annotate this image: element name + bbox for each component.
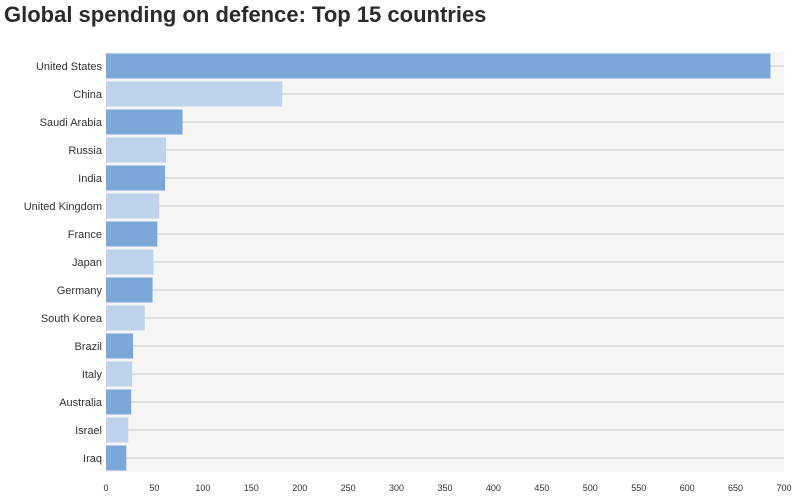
category-label: United States — [36, 61, 103, 73]
x-tick-label: 400 — [486, 483, 501, 493]
bars — [106, 53, 771, 471]
x-tick-label: 0 — [103, 483, 108, 493]
x-tick-label: 450 — [534, 483, 549, 493]
category-labels: United States China Saudi Arabia Russia Indi… — [24, 61, 103, 465]
chart-title: Global spending on defence: Top 15 count… — [4, 2, 487, 27]
bar-japan — [106, 249, 154, 275]
bar-south-korea — [106, 305, 145, 331]
category-label: Israel — [75, 425, 102, 437]
category-label: Japan — [72, 257, 102, 269]
x-tick-label: 50 — [149, 483, 159, 493]
bar-china — [106, 81, 283, 107]
x-tick-label: 150 — [244, 483, 259, 493]
x-tick-label: 250 — [341, 483, 356, 493]
category-label: Brazil — [74, 341, 102, 353]
bar-united-states — [106, 53, 771, 79]
x-tick-label: 100 — [195, 483, 210, 493]
bar-italy — [106, 361, 133, 387]
category-label: Germany — [57, 285, 103, 297]
x-tick-label: 200 — [292, 483, 307, 493]
x-tick-label: 550 — [631, 483, 646, 493]
category-label: Saudi Arabia — [40, 117, 103, 129]
category-label: Australia — [59, 397, 103, 409]
category-label: India — [78, 173, 103, 185]
bar-france — [106, 221, 158, 247]
category-label: China — [73, 89, 103, 101]
category-label: France — [68, 229, 102, 241]
x-tick-label: 700 — [776, 483, 791, 493]
x-tick-label: 350 — [437, 483, 452, 493]
bar-india — [106, 165, 166, 191]
bar-russia — [106, 137, 167, 163]
x-tick-label: 500 — [583, 483, 598, 493]
x-axis-ticks: 0 50 100 150 200 250 300 350 400 450 500 550 600 650 7… — [103, 483, 791, 493]
x-tick-label: 300 — [389, 483, 404, 493]
bar-australia — [106, 389, 132, 415]
x-tick-label: 600 — [680, 483, 695, 493]
category-label: Russia — [68, 145, 103, 157]
bar-germany — [106, 277, 153, 303]
x-tick-label: 650 — [728, 483, 743, 493]
category-label: Italy — [82, 369, 103, 381]
bar-saudi-arabia — [106, 109, 183, 135]
category-label: Iraq — [83, 453, 102, 465]
gridlines — [106, 65, 784, 459]
bar-united-kingdom — [106, 193, 160, 219]
bar-brazil — [106, 333, 134, 359]
category-label: South Korea — [41, 313, 103, 325]
bar-israel — [106, 417, 129, 443]
category-label: United Kingdom — [24, 201, 102, 213]
bar-iraq — [106, 445, 127, 471]
